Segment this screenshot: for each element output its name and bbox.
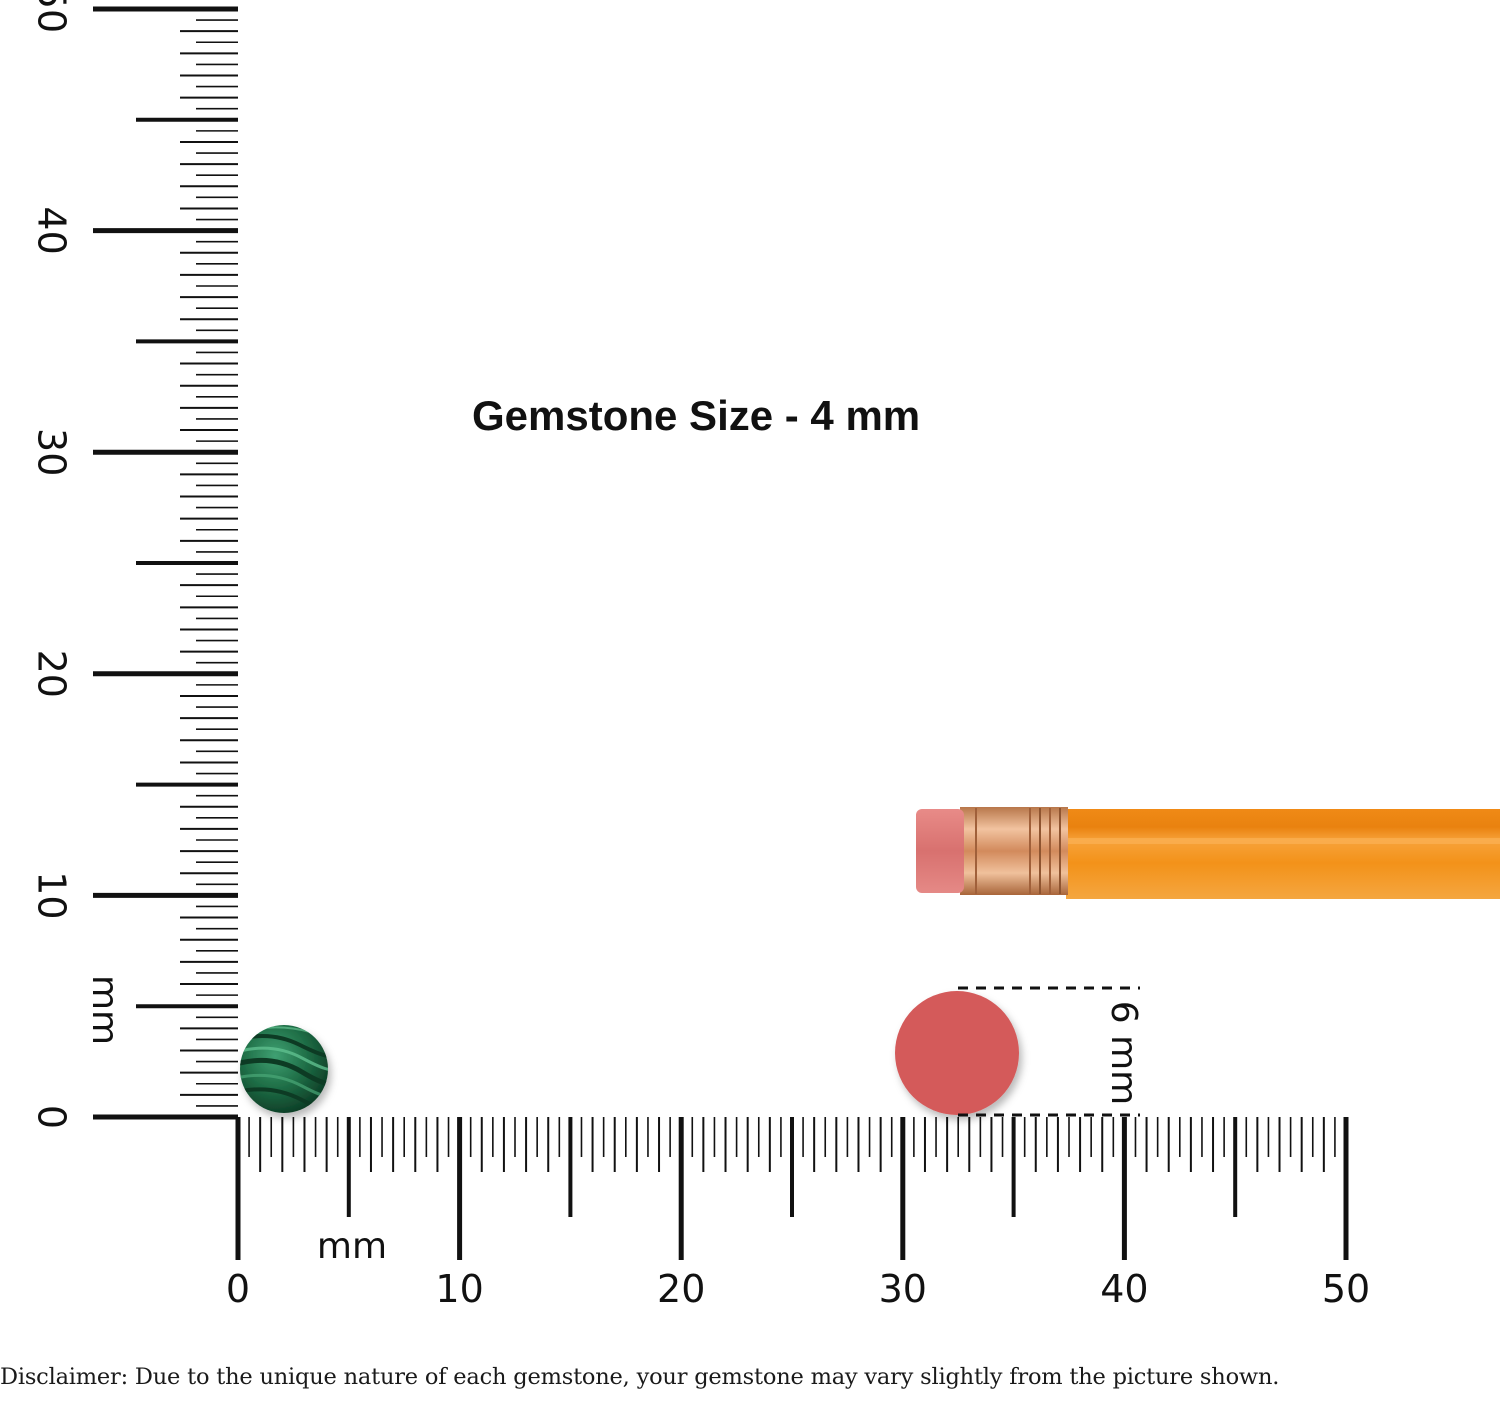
vertical-ruler-label: 0 xyxy=(30,1105,74,1129)
horizontal-ruler-label: 30 xyxy=(879,1267,927,1311)
pencil-image xyxy=(916,807,1500,899)
vertical-ruler-label: 40 xyxy=(30,206,74,254)
pencil-eraser xyxy=(916,809,964,893)
vertical-ruler-label: 30 xyxy=(30,428,74,476)
vertical-ruler-labels: 0 10 20 30 40 50 xyxy=(30,0,74,1129)
horizontal-ruler-label: 0 xyxy=(226,1267,250,1311)
disclaimer-text: Disclaimer: Due to the unique nature of … xyxy=(0,1364,1280,1390)
horizontal-ruler-label: 50 xyxy=(1322,1267,1370,1311)
horizontal-ruler-ticks xyxy=(93,1115,1349,1260)
vertical-ruler-label: 10 xyxy=(30,871,74,919)
vertical-ruler-label: 20 xyxy=(30,650,74,698)
page-title: Gemstone Size - 4 mm xyxy=(472,392,921,439)
horizontal-ruler-label: 10 xyxy=(435,1267,483,1311)
horizontal-ruler-label: 40 xyxy=(1100,1267,1148,1311)
horizontal-ruler-labels: 0 10 20 30 40 50 xyxy=(226,1267,1370,1311)
gemstone-image xyxy=(240,1025,328,1113)
pencil-body xyxy=(1066,809,1500,899)
vertical-unit-label: mm xyxy=(84,975,125,1045)
eraser-size-label: 6 mm xyxy=(1103,1001,1144,1105)
horizontal-ruler-label: 20 xyxy=(657,1267,705,1311)
horizontal-unit-label: mm xyxy=(317,1226,387,1267)
vertical-ruler-label: 50 xyxy=(30,0,74,33)
eraser-size-marker xyxy=(895,991,1019,1115)
vertical-ruler-ticks xyxy=(93,6,238,1120)
